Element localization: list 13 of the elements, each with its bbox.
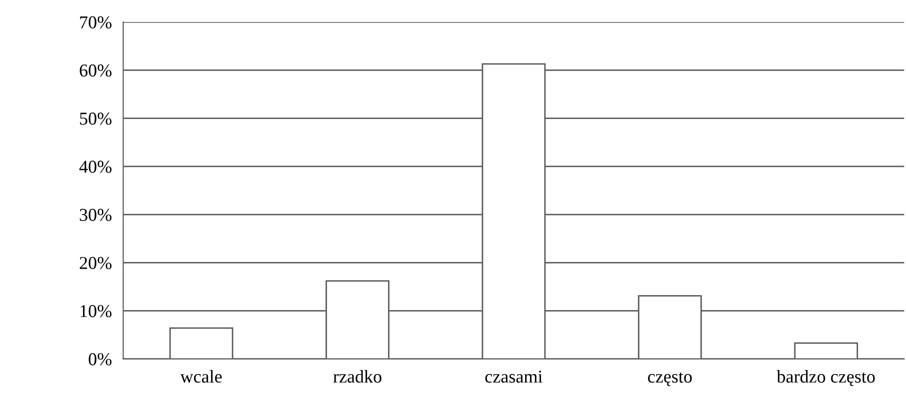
- y-tick-label: 20%: [80, 256, 112, 270]
- y-tick-label: 40%: [79, 160, 112, 173]
- y-tick-label: 0%: [88, 353, 112, 366]
- x-tick-label: bardzo często: [776, 370, 875, 386]
- x-tick-label: czasami: [485, 370, 542, 383]
- y-tick-label: 10%: [80, 305, 112, 318]
- y-tick-label: 30%: [80, 208, 112, 222]
- y-tick-label: 50%: [80, 112, 112, 125]
- x-tick-label: często: [648, 372, 692, 386]
- y-tick-label: 60%: [80, 64, 112, 77]
- x-tick-label: rzadko: [333, 370, 382, 383]
- x-tick-label: wcale: [180, 370, 222, 383]
- y-tick-label: 70%: [80, 16, 112, 29]
